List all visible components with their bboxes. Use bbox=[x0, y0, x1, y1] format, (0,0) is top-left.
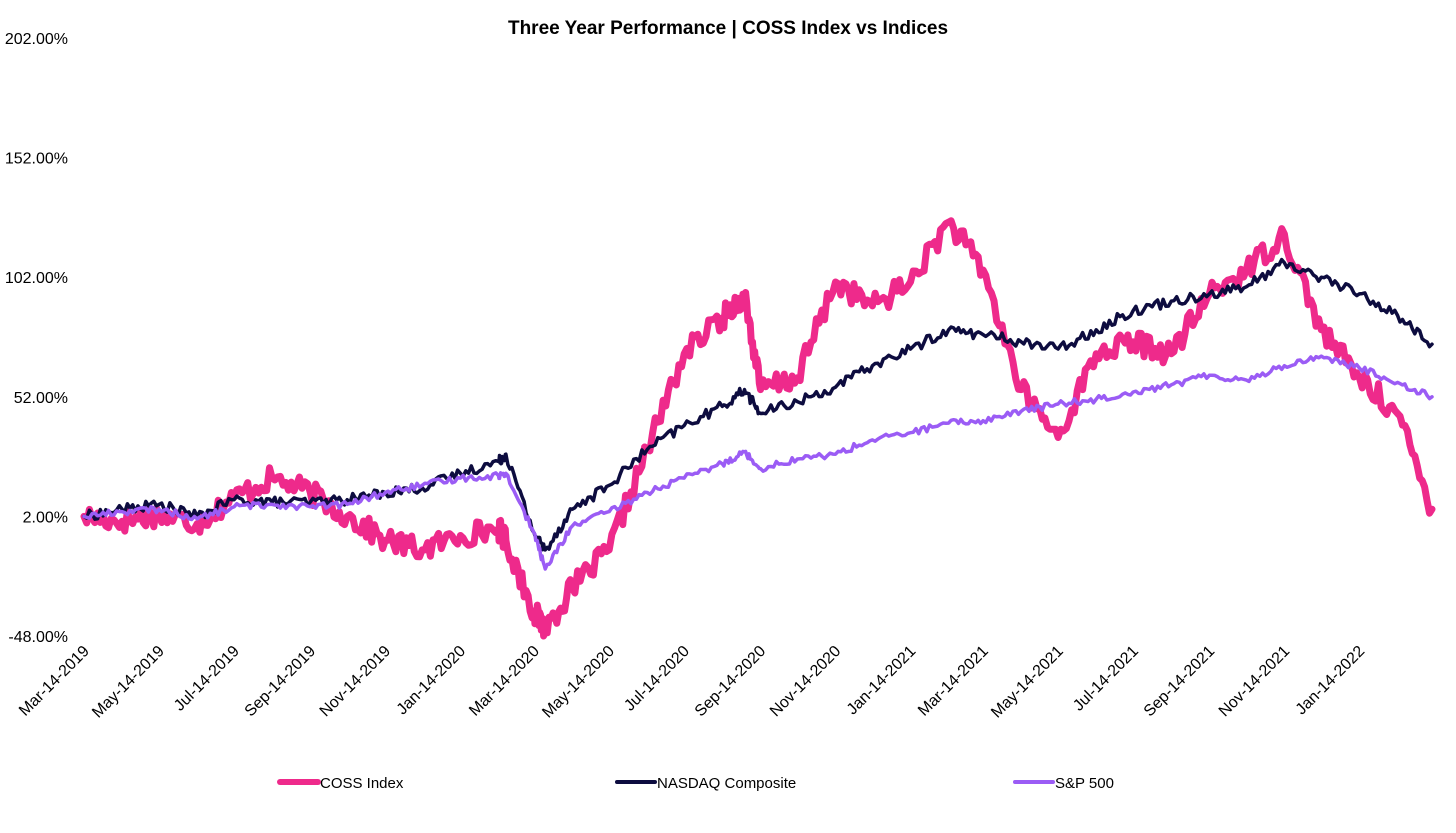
x-tick-label: Nov-14-2020 bbox=[767, 643, 845, 721]
y-tick-label: 202.00% bbox=[5, 31, 68, 48]
legend-label: NASDAQ Composite bbox=[657, 775, 796, 792]
x-tick-label: Sep-14-2019 bbox=[242, 643, 320, 721]
legend-label: S&P 500 bbox=[1055, 775, 1114, 792]
x-tick-label: Sep-14-2020 bbox=[692, 643, 770, 721]
x-tick-label: May-14-2020 bbox=[539, 643, 618, 722]
x-tick-label: Jul-14-2019 bbox=[171, 643, 243, 715]
plot-area bbox=[80, 217, 1436, 640]
y-tick-label: -48.00% bbox=[8, 629, 68, 646]
x-tick-label: May-14-2021 bbox=[988, 643, 1067, 722]
x-tick-label: Sep-14-2021 bbox=[1141, 643, 1219, 721]
x-tick-label: Jul-14-2020 bbox=[621, 643, 693, 715]
legend: COSS Index NASDAQ Composite S&P 500 bbox=[277, 775, 1114, 792]
legend-label: COSS Index bbox=[320, 775, 404, 792]
x-tick-label: Mar-14-2019 bbox=[16, 643, 93, 720]
x-tick-label: Jul-14-2021 bbox=[1070, 643, 1142, 715]
x-tick-label: Mar-14-2020 bbox=[466, 643, 543, 720]
y-axis: 202.00% 152.00% 102.00% 52.00% 2.00% -48.00% bbox=[5, 31, 68, 646]
y-tick-label: 2.00% bbox=[23, 509, 68, 526]
x-tick-label: Jan-14-2021 bbox=[844, 643, 920, 719]
series-line-s-p-500 bbox=[82, 354, 1434, 571]
x-tick-label: May-14-2019 bbox=[89, 643, 168, 722]
y-tick-label: 102.00% bbox=[5, 270, 68, 287]
series-line-coss-index bbox=[80, 217, 1436, 640]
y-tick-label: 152.00% bbox=[5, 151, 68, 168]
chart-title: Three Year Performance | COSS Index vs I… bbox=[508, 18, 948, 39]
x-tick-label: Jan-14-2022 bbox=[1293, 643, 1369, 719]
y-tick-label: 52.00% bbox=[14, 390, 68, 407]
x-tick-label: Mar-14-2021 bbox=[915, 643, 992, 720]
x-tick-label: Jan-14-2020 bbox=[394, 643, 470, 719]
x-tick-label: Nov-14-2021 bbox=[1216, 643, 1294, 721]
x-tick-label: Nov-14-2019 bbox=[317, 643, 395, 721]
